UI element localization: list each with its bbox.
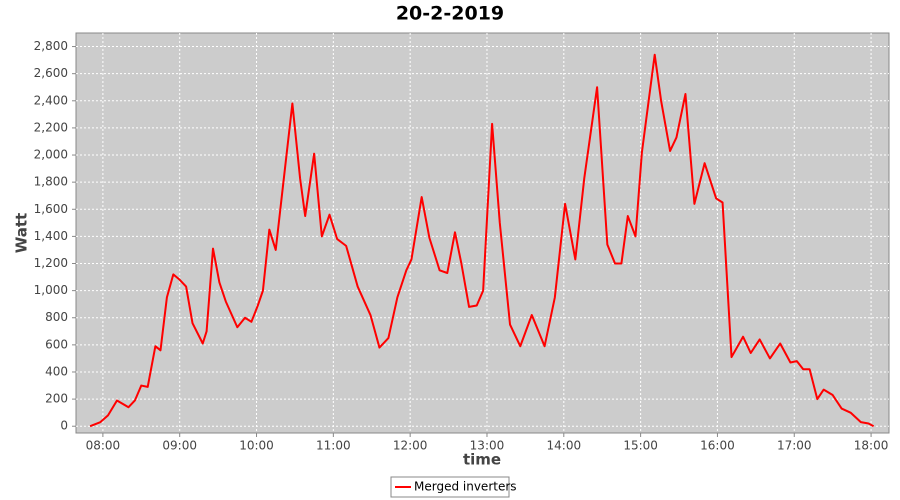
y-tick-label: 2,200 <box>34 120 68 134</box>
legend-box <box>390 476 510 498</box>
y-axis-label: Watt <box>13 213 31 253</box>
x-tick-label: 11:00 <box>316 439 351 453</box>
y-tick-label: 2,000 <box>34 148 68 162</box>
x-tick-label: 14:00 <box>547 439 582 453</box>
x-tick-label: 09:00 <box>162 439 197 453</box>
x-tick-label: 16:00 <box>700 439 735 453</box>
x-tick-label: 17:00 <box>777 439 812 453</box>
x-tick-label: 08:00 <box>86 439 121 453</box>
y-tick-label: 0 <box>60 419 68 433</box>
y-tick-label: 400 <box>45 364 68 378</box>
plot-area <box>75 32 890 434</box>
chart-title: 20-2-2019 <box>396 3 504 25</box>
x-tick-label: 12:00 <box>393 439 428 453</box>
x-tick-label: 18:00 <box>854 439 889 453</box>
y-tick-label: 1,000 <box>34 283 68 297</box>
line <box>89 53 875 428</box>
y-tick-label: 600 <box>45 337 68 351</box>
y-tick-label: 2,400 <box>34 93 68 107</box>
x-axis-label: time <box>463 451 501 469</box>
y-tick-label: 1,800 <box>34 175 68 189</box>
x-tick-label: 13:00 <box>470 439 505 453</box>
x-tick-label: 10:00 <box>239 439 274 453</box>
y-tick-label: 800 <box>45 310 68 324</box>
y-tick-label: 1,200 <box>34 256 68 270</box>
y-tick-label: 1,400 <box>34 229 68 243</box>
y-tick-label: 2,600 <box>34 66 68 80</box>
legend-label: Merged inverters <box>414 480 517 494</box>
y-tick-label: 1,600 <box>34 202 68 216</box>
x-tick-label: 15:00 <box>623 439 658 453</box>
y-tick-label: 200 <box>45 392 68 406</box>
y-tick-label: 2,800 <box>34 39 68 53</box>
